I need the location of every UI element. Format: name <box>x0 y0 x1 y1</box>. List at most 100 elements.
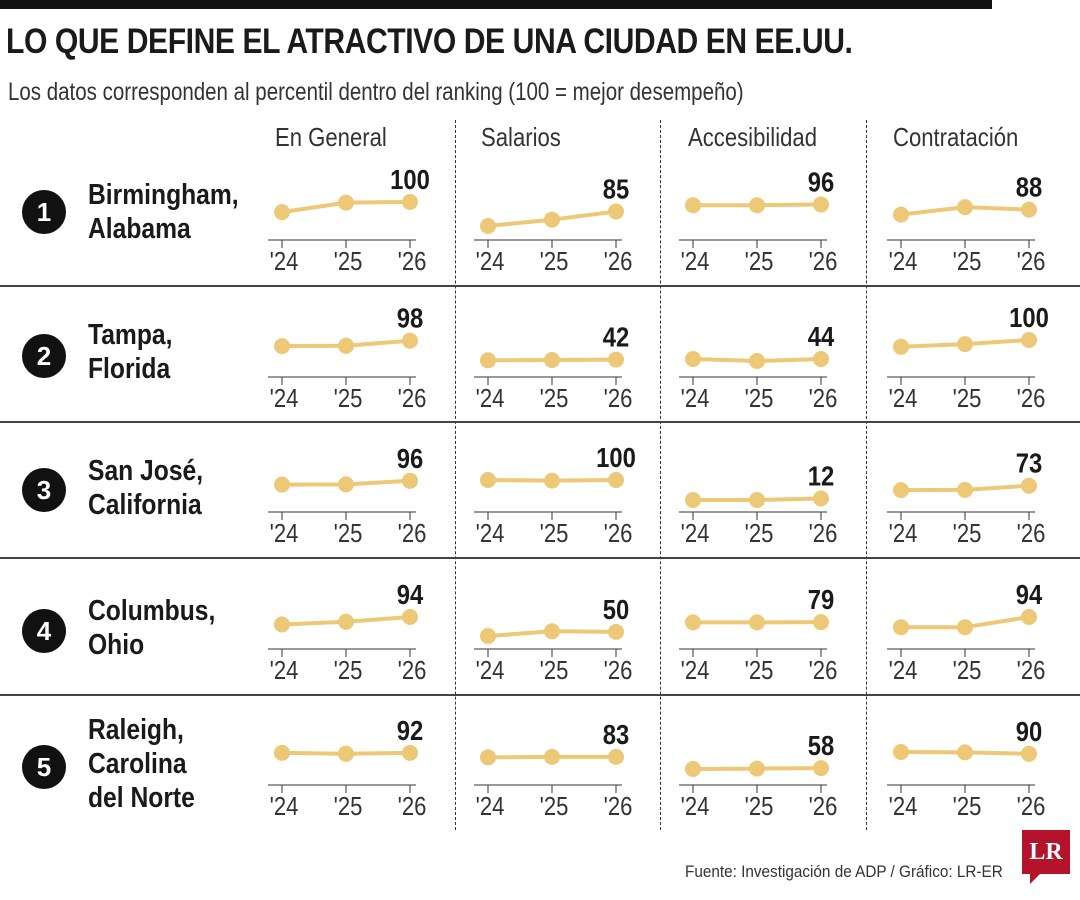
x-tick-label: '24 <box>476 384 505 413</box>
data-point-accesibilidad <box>749 197 765 214</box>
value-label-en-general: 100 <box>390 163 430 195</box>
x-tick-label: '25 <box>953 519 982 548</box>
value-label-en-general: 92 <box>397 714 423 746</box>
column-divider <box>455 120 456 830</box>
x-tick-label: '24 <box>681 792 710 821</box>
data-point-salarios <box>544 748 560 765</box>
x-tick-label: '24 <box>270 384 299 413</box>
data-point-accesibilidad <box>749 760 765 777</box>
x-tick-label: '24 <box>270 519 299 548</box>
city-name-line: California <box>88 489 202 521</box>
rank-badge: 1 <box>22 190 66 234</box>
x-tick-label: '26 <box>1017 656 1046 685</box>
x-tick-label: '26 <box>1017 792 1046 821</box>
x-tick-label: '24 <box>476 792 505 821</box>
x-tick-label: '25 <box>540 247 569 276</box>
chart-title: LO QUE DEFINE EL ATRACTIVO DE UNA CIUDAD… <box>6 22 853 61</box>
data-point-salarios <box>544 352 560 368</box>
value-label-accesibilidad: 58 <box>808 729 834 761</box>
x-tick-label: '24 <box>681 247 710 276</box>
data-point-en-general <box>402 332 418 349</box>
data-point-en-general <box>338 745 354 762</box>
x-tick-label: '25 <box>540 792 569 821</box>
data-point-contratacion <box>893 482 909 499</box>
data-point-salarios <box>608 203 624 220</box>
data-point-en-general <box>338 337 354 354</box>
x-tick-label: '24 <box>270 247 299 276</box>
data-point-accesibilidad <box>813 351 829 367</box>
x-tick-label: '24 <box>476 519 505 548</box>
value-label-salarios: 100 <box>596 441 636 473</box>
x-tick-label: '25 <box>745 792 774 821</box>
value-label-contratacion: 90 <box>1016 715 1042 747</box>
city-name: Raleigh, Carolina del Norte <box>88 713 195 815</box>
data-point-accesibilidad <box>749 353 765 369</box>
value-label-contratacion: 100 <box>1009 301 1049 333</box>
data-point-en-general <box>274 338 290 355</box>
data-point-contratacion <box>893 619 909 636</box>
x-tick-label: '25 <box>540 384 569 413</box>
data-point-accesibilidad <box>685 492 701 508</box>
value-label-salarios: 50 <box>603 593 629 625</box>
data-point-salarios <box>480 749 496 766</box>
lr-logo: LR <box>1022 830 1070 884</box>
x-tick-label: '26 <box>809 792 838 821</box>
value-label-en-general: 96 <box>397 442 423 474</box>
rank-badge: 2 <box>22 334 66 378</box>
data-point-contratacion <box>957 744 973 761</box>
row-separator <box>0 421 1080 423</box>
value-label-accesibilidad: 44 <box>808 320 835 352</box>
data-point-en-general <box>402 472 418 489</box>
chart-subtitle: Los datos corresponden al percentil dent… <box>8 78 744 106</box>
data-point-accesibilidad <box>685 197 701 214</box>
city-name: San José, California <box>88 454 203 522</box>
value-label-salarios: 42 <box>603 321 629 353</box>
value-label-salarios: 83 <box>603 718 629 750</box>
data-point-salarios <box>608 748 624 765</box>
city-name-line: Alabama <box>88 213 191 245</box>
value-label-accesibilidad: 12 <box>808 460 834 492</box>
data-point-contratacion <box>957 336 973 353</box>
x-tick-label: '24 <box>270 792 299 821</box>
data-point-accesibilidad <box>813 760 829 777</box>
row-separator <box>0 557 1080 559</box>
data-point-en-general <box>402 609 418 625</box>
value-label-accesibilidad: 96 <box>808 166 834 198</box>
data-point-en-general <box>274 616 290 633</box>
x-tick-label: '26 <box>604 792 633 821</box>
data-point-en-general <box>338 194 354 211</box>
x-tick-label: '26 <box>1017 384 1046 413</box>
city-name-line: Tampa, <box>88 319 173 351</box>
x-tick-label: '24 <box>476 656 505 685</box>
data-point-en-general <box>274 476 290 493</box>
x-tick-label: '25 <box>540 519 569 548</box>
value-label-salarios: 85 <box>603 173 629 205</box>
x-tick-label: '25 <box>745 519 774 548</box>
city-name-line: Raleigh, <box>88 714 184 746</box>
x-tick-label: '24 <box>889 792 918 821</box>
data-point-accesibilidad <box>685 351 701 367</box>
x-tick-label: '24 <box>889 384 918 413</box>
column-header-accesibilidad: Accesibilidad <box>688 122 817 152</box>
data-point-salarios <box>608 351 624 368</box>
x-tick-label: '26 <box>604 384 633 413</box>
rank-badge: 3 <box>22 468 66 512</box>
column-header-salarios: Salarios <box>481 122 561 152</box>
column-divider <box>660 120 661 830</box>
data-point-contratacion <box>1021 201 1037 218</box>
data-point-salarios <box>480 628 496 644</box>
data-point-salarios <box>480 352 496 369</box>
x-tick-label: '24 <box>681 384 710 413</box>
x-tick-label: '25 <box>745 247 774 276</box>
data-point-salarios <box>480 218 496 234</box>
data-point-en-general <box>338 613 354 630</box>
data-point-contratacion <box>893 744 909 760</box>
column-header-en-general: En General <box>275 122 387 152</box>
data-point-accesibilidad <box>685 761 701 777</box>
data-point-salarios <box>608 472 624 488</box>
value-label-en-general: 94 <box>397 578 424 610</box>
value-label-accesibilidad: 79 <box>808 583 834 615</box>
data-point-en-general <box>402 194 418 210</box>
row-separator <box>0 694 1080 696</box>
